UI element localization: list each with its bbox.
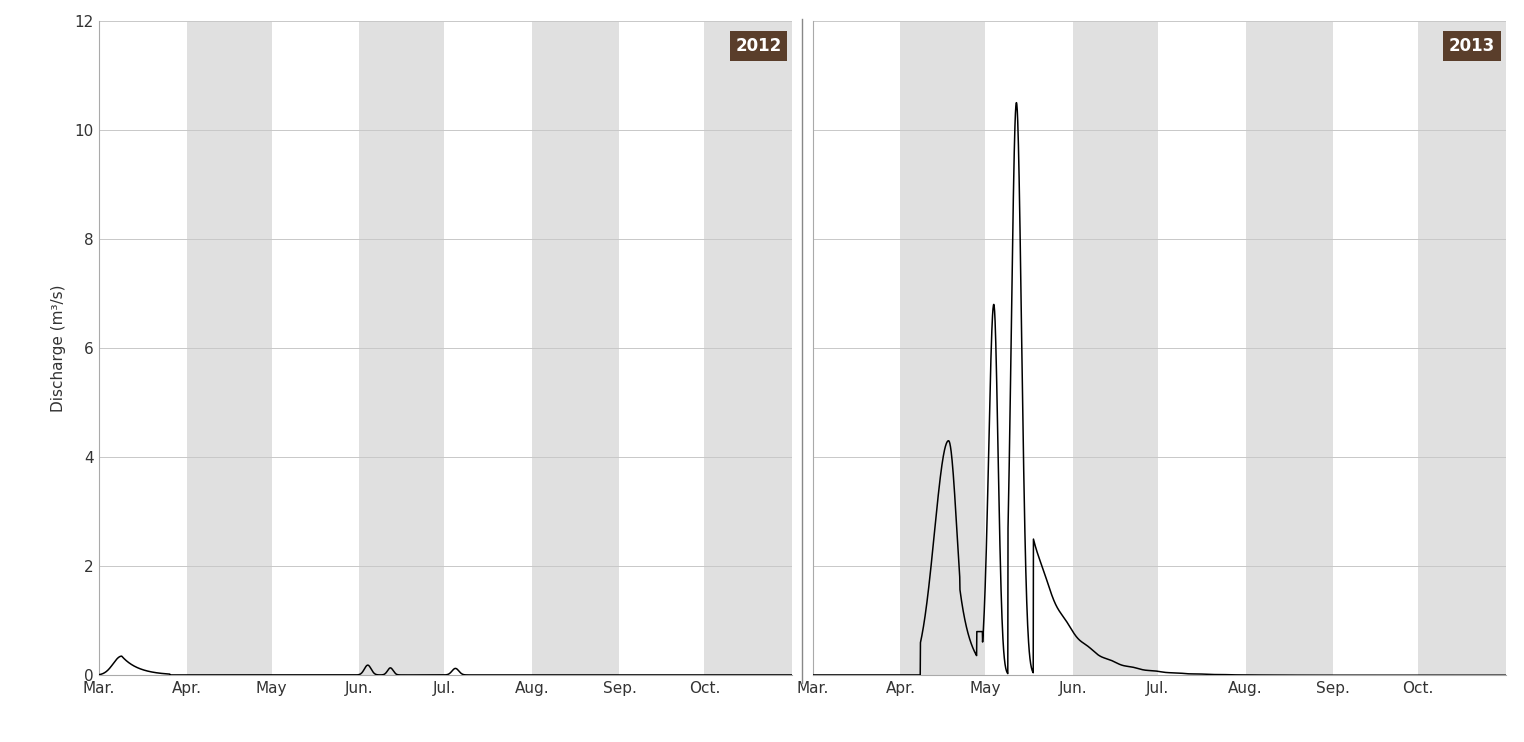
Bar (901, 21, 986, 675)
Bar (1245, 21, 1334, 675)
Bar (360, 21, 443, 675)
Y-axis label: Discharge (m³/s): Discharge (m³/s) (50, 284, 66, 412)
Bar (1417, 21, 1506, 675)
Bar (532, 21, 619, 675)
Bar (704, 21, 792, 675)
Text: 2013: 2013 (1449, 37, 1495, 55)
Bar (187, 21, 271, 675)
Bar (1073, 21, 1158, 675)
Text: 2012: 2012 (736, 37, 782, 55)
